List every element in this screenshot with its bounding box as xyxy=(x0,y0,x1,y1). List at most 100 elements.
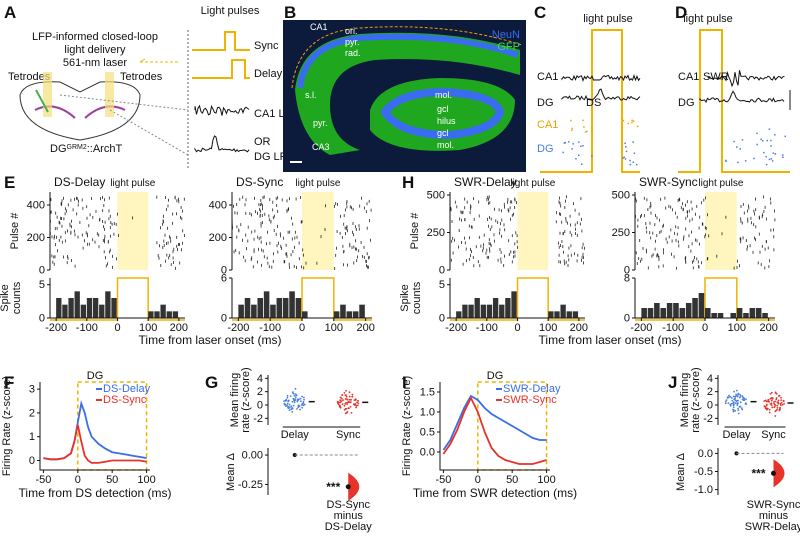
swarm-dot xyxy=(286,402,289,405)
swarm-dot xyxy=(346,411,349,413)
swarm-dot xyxy=(348,407,350,410)
swarm-dot xyxy=(770,399,773,402)
swarm-dot xyxy=(735,400,738,403)
spike-dot xyxy=(760,138,762,141)
a-title: LFP-informed closed-loop xyxy=(32,31,158,43)
histogram-bar xyxy=(251,304,257,318)
spike-dot xyxy=(771,160,774,162)
spike-dot xyxy=(784,135,786,138)
spike-dot xyxy=(741,139,744,141)
swarm-dot xyxy=(291,400,294,403)
spike-dot xyxy=(782,154,784,156)
swarm-dot xyxy=(297,404,300,407)
x-tick-label: Delay xyxy=(722,429,751,441)
swarm-dot xyxy=(732,409,735,411)
y-tick-label: 0 xyxy=(257,400,263,412)
mouse-suffix: ::ArchT xyxy=(87,143,123,155)
series-line xyxy=(442,395,547,465)
histogram-bar xyxy=(257,298,264,318)
x-tick-label: 100 xyxy=(539,322,557,334)
swarm-dot xyxy=(733,390,735,393)
spike-dot xyxy=(770,139,772,142)
swarm-dot xyxy=(339,399,342,402)
y-tick-label: 0.00 xyxy=(242,450,263,462)
x-tick-label: -100 xyxy=(662,322,684,334)
y-tick-label: 0 xyxy=(39,313,45,325)
dg-trace xyxy=(561,88,641,101)
histogram-bar xyxy=(263,291,270,318)
swarm-dot xyxy=(736,395,739,398)
chart-title: DG xyxy=(487,370,504,382)
swarm-dot xyxy=(338,401,341,404)
ca1-trace xyxy=(707,70,785,88)
y-tick-label: 0 xyxy=(439,265,445,277)
swarm-dot xyxy=(763,405,766,407)
y-tick-label: 200 xyxy=(27,232,45,244)
swarm-dot xyxy=(725,399,728,401)
x-tick-label: 0 xyxy=(114,322,120,334)
swarm-dot xyxy=(341,403,344,406)
light-pulse xyxy=(635,277,775,321)
spike-dot xyxy=(635,163,638,166)
y-axis-label: Spike xyxy=(0,284,11,312)
swarm-dot xyxy=(293,401,296,404)
panel-label: H xyxy=(402,173,414,192)
histogram-bar xyxy=(172,311,179,318)
swarm-dot xyxy=(766,408,768,411)
histogram-bar xyxy=(62,304,68,318)
swarm-dot xyxy=(778,409,781,412)
contrast-label: DS-Delay xyxy=(325,521,373,533)
histogram-bar xyxy=(346,311,353,318)
panel-b: NeuN GFP CA1 ori.pyr.rad.s.l. mol.gclhilus… xyxy=(283,20,526,172)
axis xyxy=(439,382,550,471)
histogram-bar xyxy=(468,304,474,318)
y-tick-label: 1.0 xyxy=(420,407,435,419)
y-axis-label: rate (z-score) xyxy=(240,367,252,432)
y-tick-label: 0.0 xyxy=(420,447,435,459)
spike-dot xyxy=(753,157,755,160)
swarm-dot xyxy=(767,399,770,401)
spike-dot xyxy=(725,160,727,163)
histogram-bar xyxy=(730,313,737,318)
c-label: CA1 xyxy=(537,119,558,131)
histogram-bar xyxy=(486,304,493,318)
panel-label: B xyxy=(284,3,296,22)
spike-dot xyxy=(578,154,580,156)
x-tick-label: 0 xyxy=(75,474,81,486)
y-tick-label: 6 xyxy=(221,273,227,285)
spike-dot xyxy=(724,159,727,162)
spike-dot xyxy=(629,159,631,162)
swarm-dot xyxy=(349,401,352,404)
swarm-dot xyxy=(728,394,730,397)
x-tick-label: 50 xyxy=(506,474,518,486)
swarm-dot xyxy=(339,396,342,399)
x-tick-label: Delay xyxy=(281,429,310,441)
swarm-dot xyxy=(290,405,293,408)
region-label: CA1 xyxy=(310,22,328,32)
swarm-dot xyxy=(735,395,738,397)
swarm-dot xyxy=(783,402,785,405)
swarm-dot xyxy=(288,409,291,411)
x-tick-label: -200 xyxy=(227,322,249,334)
legend-label: DS-Delay xyxy=(103,383,151,395)
swarm-dot xyxy=(779,407,781,410)
chart-title: SWR-Delay xyxy=(454,175,517,189)
swarm-dot xyxy=(734,397,736,400)
chart-title: DS-Delay xyxy=(54,175,105,189)
delta-distribution xyxy=(348,472,360,501)
swarm-dot xyxy=(736,389,738,392)
swarm-dot xyxy=(350,412,353,414)
spike-dot xyxy=(763,151,765,154)
x-tick-label: 100 xyxy=(325,322,343,334)
swarm-dot xyxy=(354,399,357,401)
spike-dot xyxy=(582,119,584,122)
swarm-dot xyxy=(296,408,298,410)
panel-label: A xyxy=(4,3,16,22)
y-tick-label: 4 xyxy=(707,373,713,385)
x-axis-label: Time from laser onset (ms) xyxy=(139,333,282,347)
region-label: ori. xyxy=(345,26,358,36)
contrast-label: SWR-Sync xyxy=(747,499,800,511)
histogram-bar xyxy=(647,308,654,318)
spike-dot xyxy=(765,155,767,158)
chart-title: DG xyxy=(87,370,104,382)
